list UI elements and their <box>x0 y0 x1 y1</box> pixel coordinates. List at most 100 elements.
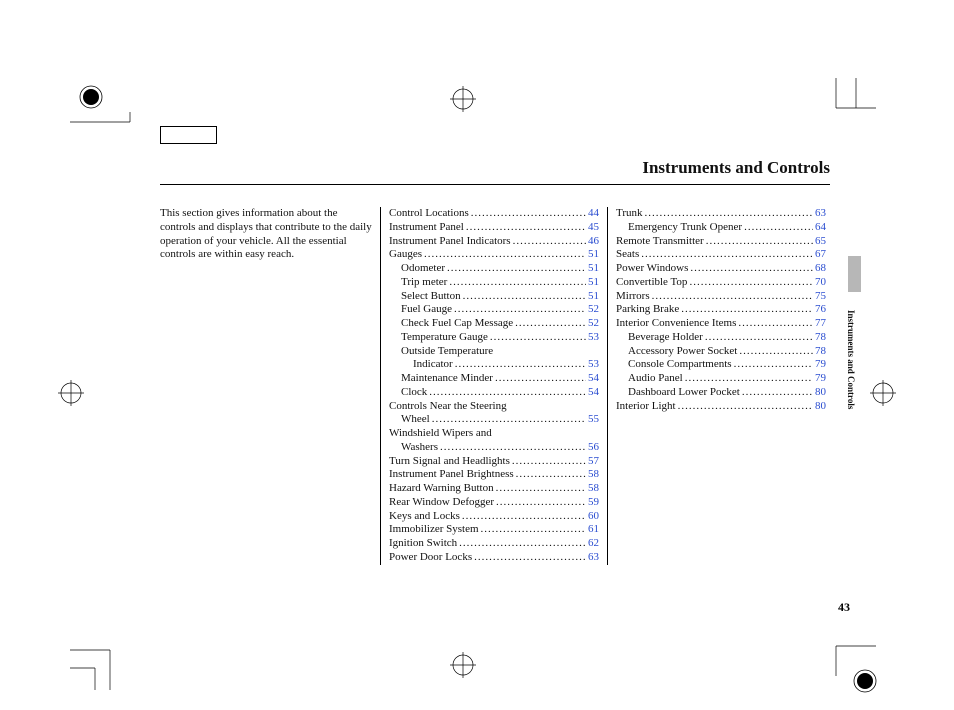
toc-page-link[interactable]: 58 <box>588 482 599 496</box>
toc-page-link[interactable]: 57 <box>588 455 599 469</box>
toc-label: Hazard Warning Button <box>389 482 494 496</box>
toc-page-link[interactable]: 58 <box>588 468 599 482</box>
toc-leader <box>652 290 813 304</box>
toc-leader <box>440 441 586 455</box>
toc-entry: Turn Signal and Headlights 57 <box>389 455 599 469</box>
toc-page-link[interactable]: 56 <box>588 441 599 455</box>
header-box <box>160 126 217 144</box>
toc-leader <box>742 386 813 400</box>
toc-leader <box>459 537 586 551</box>
toc-label: Beverage Holder <box>628 331 703 345</box>
toc-entry: Control Locations44 <box>389 207 599 221</box>
toc-page-link[interactable]: 44 <box>588 207 599 221</box>
toc-leader <box>454 303 586 317</box>
toc-entry: Washers56 <box>389 441 599 455</box>
toc-entry: Power Windows 68 <box>616 262 826 276</box>
toc-page-link[interactable]: 59 <box>588 496 599 510</box>
toc-label: Trip meter <box>401 276 447 290</box>
toc-label: Maintenance Minder <box>401 372 493 386</box>
toc-entry: Instrument Panel Indicators 46 <box>389 235 599 249</box>
toc-columns: This section gives information about the… <box>160 207 830 565</box>
toc-page-link[interactable]: 52 <box>588 303 599 317</box>
toc-entry: Maintenance Minder 54 <box>389 372 599 386</box>
crop-mark-bottom-left <box>70 640 130 690</box>
toc-page-link[interactable]: 78 <box>815 331 826 345</box>
toc-page-link[interactable]: 67 <box>815 248 826 262</box>
toc-label: Turn Signal and Headlights <box>389 455 510 469</box>
toc-leader <box>447 262 586 276</box>
toc-entry: Fuel Gauge52 <box>389 303 599 317</box>
toc-page-link[interactable]: 68 <box>815 262 826 276</box>
toc-label: Indicator <box>413 358 453 372</box>
toc-page-link[interactable]: 75 <box>815 290 826 304</box>
toc-entry: Console Compartments 79 <box>616 358 826 372</box>
toc-entry: Audio Panel79 <box>616 372 826 386</box>
toc-label: Ignition Switch <box>389 537 457 551</box>
toc-page-link[interactable]: 77 <box>815 317 826 331</box>
toc-entry: Beverage Holder 78 <box>616 331 826 345</box>
toc-entry: Seats 67 <box>616 248 826 262</box>
toc-leader <box>496 496 586 510</box>
toc-entry: Indicator 53 <box>389 358 599 372</box>
toc-page-link[interactable]: 61 <box>588 523 599 537</box>
toc-entry: Trunk 63 <box>616 207 826 221</box>
toc-label: Rear Window Defogger <box>389 496 494 510</box>
toc-page-link[interactable]: 63 <box>588 551 599 565</box>
toc-label: Accessory Power Socket <box>628 345 737 359</box>
toc-leader <box>734 358 813 372</box>
toc-page-link[interactable]: 80 <box>815 386 826 400</box>
toc-label: Select Button <box>401 290 461 304</box>
toc-label: Instrument Panel Indicators <box>389 235 511 249</box>
page-number: 43 <box>838 600 850 615</box>
toc-page-link[interactable]: 51 <box>588 276 599 290</box>
toc-page-link[interactable]: 45 <box>588 221 599 235</box>
registration-mark-bottom <box>450 652 476 678</box>
toc-page-link[interactable]: 51 <box>588 262 599 276</box>
toc-page-link[interactable]: 80 <box>815 400 826 414</box>
toc-entry: Instrument Panel45 <box>389 221 599 235</box>
registration-mark-bottom-right <box>852 668 878 694</box>
toc-label: Power Windows <box>616 262 688 276</box>
toc-page-link[interactable]: 53 <box>588 358 599 372</box>
toc-page-link[interactable]: 65 <box>815 235 826 249</box>
toc-page-link[interactable]: 63 <box>815 207 826 221</box>
toc-page-link[interactable]: 70 <box>815 276 826 290</box>
crop-mark-top-right <box>826 78 876 128</box>
toc-label: Mirrors <box>616 290 650 304</box>
toc-entry: Clock54 <box>389 386 599 400</box>
toc-page-link[interactable]: 52 <box>588 317 599 331</box>
toc-leader <box>685 372 813 386</box>
toc-label: Trunk <box>616 207 643 221</box>
toc-page-link[interactable]: 55 <box>588 413 599 427</box>
intro-text: This section gives information about the… <box>160 207 372 262</box>
toc-leader <box>462 510 586 524</box>
toc-page-link[interactable]: 78 <box>815 345 826 359</box>
toc-leader <box>690 262 813 276</box>
toc-page-link[interactable]: 60 <box>588 510 599 524</box>
toc-leader <box>455 358 586 372</box>
toc-label: Seats <box>616 248 639 262</box>
toc-label: Console Compartments <box>628 358 732 372</box>
toc-page-link[interactable]: 54 <box>588 386 599 400</box>
toc-label: Convertible Top <box>616 276 687 290</box>
intro-column: This section gives information about the… <box>160 207 380 565</box>
toc-page-link[interactable]: 62 <box>588 537 599 551</box>
registration-mark-left <box>58 380 84 406</box>
toc-page-link[interactable]: 51 <box>588 290 599 304</box>
toc-leader <box>678 400 813 414</box>
toc-page-link[interactable]: 64 <box>815 221 826 235</box>
toc-label: Interior Light <box>616 400 676 414</box>
toc-page-link[interactable]: 46 <box>588 235 599 249</box>
toc-leader <box>466 221 586 235</box>
toc-leader <box>515 317 586 331</box>
toc-entry: Hazard Warning Button 58 <box>389 482 599 496</box>
toc-page-link[interactable]: 51 <box>588 248 599 262</box>
toc-page-link[interactable]: 79 <box>815 358 826 372</box>
toc-page-link[interactable]: 76 <box>815 303 826 317</box>
toc-page-link[interactable]: 54 <box>588 372 599 386</box>
toc-entry: Interior Light 80 <box>616 400 826 414</box>
toc-label: Temperature Gauge <box>401 331 488 345</box>
toc-page-link[interactable]: 53 <box>588 331 599 345</box>
toc-entry: Convertible Top 70 <box>616 276 826 290</box>
toc-page-link[interactable]: 79 <box>815 372 826 386</box>
